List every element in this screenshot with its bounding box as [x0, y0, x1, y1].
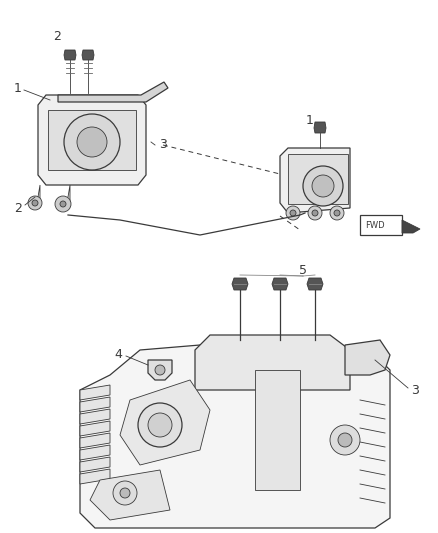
Circle shape [148, 413, 172, 437]
Polygon shape [80, 421, 110, 436]
Polygon shape [345, 340, 390, 375]
Circle shape [64, 114, 120, 170]
Circle shape [286, 206, 300, 220]
Polygon shape [80, 409, 110, 424]
Polygon shape [307, 278, 323, 290]
Circle shape [60, 201, 66, 207]
Circle shape [120, 488, 130, 498]
Circle shape [334, 210, 340, 216]
Polygon shape [82, 50, 94, 60]
Circle shape [330, 206, 344, 220]
Polygon shape [80, 469, 110, 484]
Text: 2: 2 [53, 30, 61, 44]
Polygon shape [48, 110, 136, 170]
Polygon shape [232, 278, 248, 290]
Polygon shape [80, 433, 110, 448]
Text: 3: 3 [159, 139, 167, 151]
Text: 1: 1 [306, 114, 314, 126]
Polygon shape [80, 385, 110, 400]
Polygon shape [272, 278, 288, 290]
Circle shape [312, 210, 318, 216]
Polygon shape [30, 185, 40, 207]
Polygon shape [80, 340, 390, 528]
Text: 3: 3 [411, 384, 419, 397]
Bar [255, 370, 300, 490]
Bar [288, 154, 348, 204]
Polygon shape [195, 335, 350, 390]
Polygon shape [80, 457, 110, 472]
Polygon shape [64, 50, 76, 60]
Circle shape [330, 425, 360, 455]
Circle shape [308, 206, 322, 220]
Circle shape [303, 166, 343, 206]
Polygon shape [90, 470, 170, 520]
Circle shape [32, 200, 38, 206]
Circle shape [312, 175, 334, 197]
Polygon shape [80, 445, 110, 460]
Polygon shape [38, 95, 146, 185]
Circle shape [138, 403, 182, 447]
Polygon shape [148, 360, 172, 380]
Text: 4: 4 [114, 349, 122, 361]
Circle shape [55, 196, 71, 212]
Polygon shape [120, 380, 210, 465]
Polygon shape [80, 397, 110, 412]
Circle shape [113, 481, 137, 505]
Polygon shape [314, 122, 326, 133]
Text: 1: 1 [14, 82, 22, 94]
Bar [360, 215, 402, 235]
Polygon shape [58, 82, 168, 102]
Polygon shape [402, 220, 420, 233]
Polygon shape [60, 185, 70, 210]
Circle shape [77, 127, 107, 157]
Circle shape [28, 196, 42, 210]
Circle shape [290, 210, 296, 216]
Text: 5: 5 [299, 263, 307, 277]
Circle shape [155, 365, 165, 375]
Text: 2: 2 [14, 201, 22, 214]
Circle shape [338, 433, 352, 447]
Polygon shape [280, 148, 350, 213]
Text: FWD: FWD [365, 221, 385, 230]
